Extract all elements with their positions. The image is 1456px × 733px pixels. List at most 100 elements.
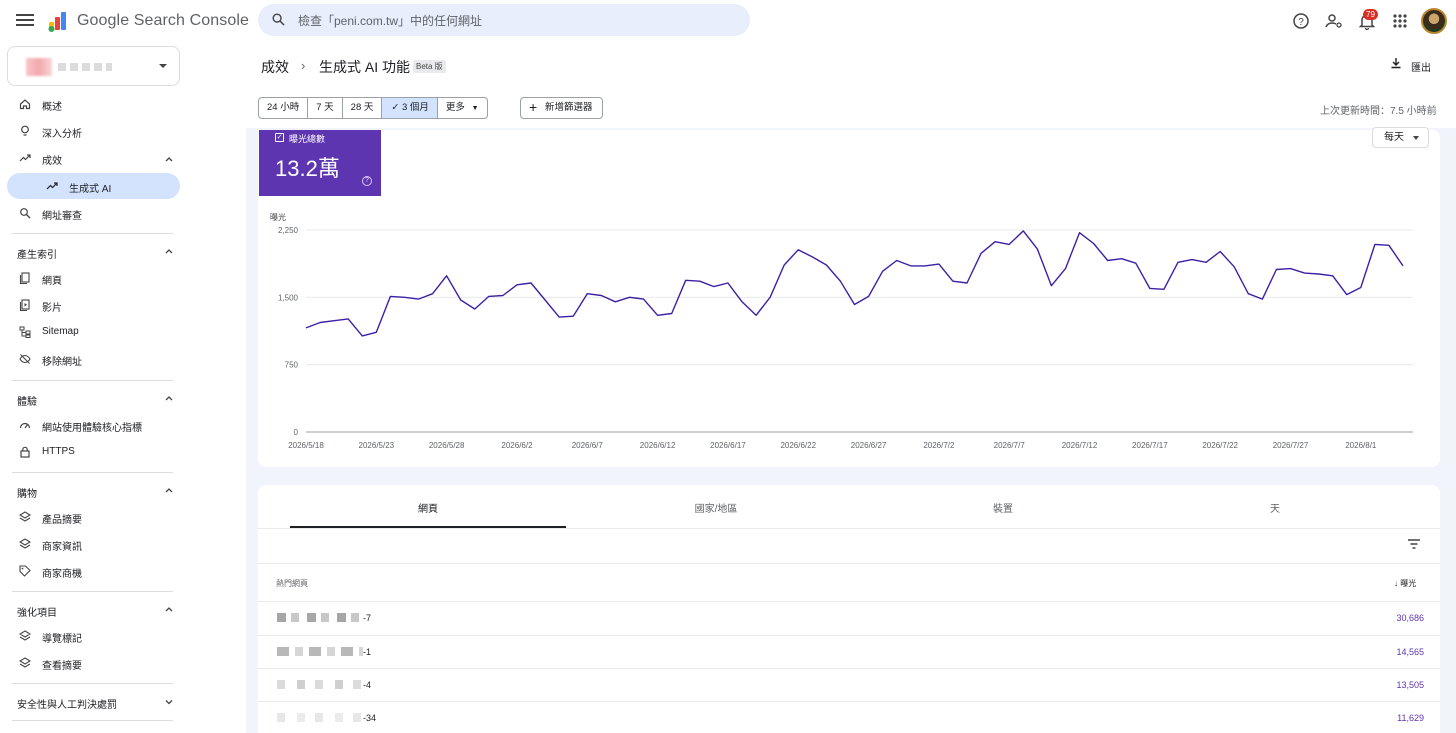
export-button[interactable]: 匯出 — [1411, 63, 1431, 74]
x-tick-label: 2026/5/18 — [288, 441, 324, 450]
column-header-impressions-label: 曝光 — [1400, 579, 1417, 588]
row-impressions: 30,686 — [1396, 613, 1424, 623]
section-header-experience[interactable]: 體驗 — [17, 397, 37, 408]
search-placeholder: 檢查「peni.com.tw」中的任何網址 — [298, 14, 483, 28]
x-tick-label: 2026/6/12 — [640, 441, 676, 450]
app-brand[interactable]: Google Search Console — [77, 12, 249, 29]
chevron-up-icon[interactable] — [165, 394, 173, 402]
sidebar-item-label: 移除網址 — [42, 357, 82, 368]
chevron-up-icon[interactable] — [165, 486, 173, 494]
breadcrumb-separator-icon: › — [301, 58, 306, 73]
tab-pages[interactable]: 網頁 — [418, 504, 438, 515]
table-divider — [258, 668, 1440, 669]
row-impressions: 11,629 — [1397, 713, 1424, 723]
main-menu-icon[interactable] — [16, 12, 34, 30]
y-tick-label: 750 — [285, 361, 299, 370]
tab-devices[interactable]: 裝置 — [993, 504, 1013, 515]
search-console-logo[interactable] — [47, 10, 69, 32]
sidebar-item-insights[interactable]: 深入分析 — [0, 118, 190, 144]
table-card — [258, 485, 1440, 733]
sidebar-item-url-inspection[interactable]: 網址審查 — [0, 200, 190, 226]
apps-grid-icon[interactable] — [1390, 11, 1410, 31]
y-tick-label: 1,500 — [278, 293, 299, 302]
y-tick-label: 2,250 — [278, 226, 299, 235]
section-header-enhancements[interactable]: 強化項目 — [17, 608, 57, 619]
property-selector[interactable] — [7, 46, 180, 86]
sidebar-item-video-pages[interactable]: 影片 — [0, 292, 190, 318]
chart-y-axis-title: 曝光 — [270, 213, 286, 222]
sidebar-item-breadcrumbs[interactable]: 導覽標記 — [0, 623, 190, 649]
account-avatar[interactable] — [1421, 8, 1447, 34]
breadcrumb-root[interactable]: 成效 — [261, 59, 289, 75]
row-url-suffix: -1 — [363, 647, 372, 657]
download-icon[interactable] — [1390, 57, 1402, 69]
manage-users-icon[interactable] — [1324, 11, 1344, 31]
sidebar-item-label: 產品摘要 — [42, 515, 82, 526]
x-tick-label: 2026/5/23 — [359, 441, 395, 450]
impressions-metric-tile[interactable]: ✓ 曝光總數 13.2萬 ? — [259, 130, 381, 196]
tab-countries[interactable]: 國家/地區 — [694, 504, 738, 515]
beta-badge: Beta 版 — [413, 60, 446, 73]
search-icon — [20, 208, 31, 219]
sidebar-item-label: 深入分析 — [42, 129, 82, 140]
help-icon[interactable]: ? — [362, 176, 372, 186]
sidebar-item-product-snippets[interactable]: 產品摘要 — [0, 504, 190, 530]
url-inspection-search[interactable]: 檢查「peni.com.tw」中的任何網址 — [258, 4, 750, 36]
redacted-url — [277, 713, 363, 722]
sidebar-item-https[interactable]: HTTPS — [0, 439, 190, 465]
y-tick-label: 0 — [294, 428, 299, 437]
chevron-up-icon[interactable] — [165, 155, 173, 163]
sidebar-item-removals[interactable]: 移除網址 — [0, 346, 190, 372]
layers-icon — [19, 511, 31, 522]
section-header-indexing[interactable]: 產生索引 — [17, 250, 57, 261]
range-28d-button[interactable]: 28 天 — [343, 98, 383, 118]
range-3m-button[interactable]: ✓ 3 個月 — [382, 98, 438, 118]
sidebar-item-merchant-listings[interactable]: 商家資訊 — [0, 531, 190, 557]
tab-days[interactable]: 天 — [1270, 504, 1280, 515]
chevron-down-icon[interactable] — [165, 698, 173, 706]
row-url-suffix: -7 — [363, 613, 372, 623]
x-tick-label: 2026/7/7 — [994, 441, 1026, 450]
x-tick-label: 2026/7/12 — [1062, 441, 1098, 450]
sidebar-item-shopping-opportunities[interactable]: 商家商機 — [0, 558, 190, 584]
sidebar-item-performance[interactable]: 成效 — [0, 145, 190, 171]
sidebar-item-label: 商家資訊 — [42, 542, 82, 553]
sidebar-item-label: 網站使用體驗核心指標 — [42, 423, 142, 434]
home-icon — [19, 99, 31, 110]
sidebar-item-pages[interactable]: 網頁 — [0, 265, 190, 291]
row-impressions: 14,565 — [1396, 647, 1424, 657]
checkbox-icon[interactable]: ✓ — [275, 133, 284, 142]
range-7d-button[interactable]: 7 天 — [308, 98, 343, 118]
column-header-top-pages[interactable]: 熱門網頁 — [276, 579, 308, 588]
sidebar-item-sitemap[interactable]: Sitemap — [0, 319, 190, 345]
impressions-line-chart: 0 750 1,500 2,250 2026/5/18 2026/5/23 2026/5/2… — [278, 226, 1413, 450]
lock-icon — [20, 446, 30, 458]
x-tick-label: 2026/8/1 — [1345, 441, 1377, 450]
chevron-up-icon[interactable] — [165, 247, 173, 255]
redacted-url — [277, 680, 363, 689]
filter-list-icon[interactable] — [1407, 538, 1421, 550]
column-header-impressions[interactable]: ↓ 曝光 — [1394, 578, 1416, 589]
last-update-text: 上次更新時間：7.5 小時前 — [1320, 106, 1437, 117]
add-filter-button[interactable]: 新增篩選器 — [520, 97, 603, 119]
section-header-shopping[interactable]: 購物 — [17, 489, 37, 500]
range-more-button[interactable]: 更多 ▼ — [438, 98, 487, 118]
x-tick-label: 2026/7/2 — [923, 441, 955, 450]
x-tick-label: 2026/6/22 — [780, 441, 816, 450]
sidebar-item-overview[interactable]: 概述 — [0, 91, 190, 117]
sitemap-icon — [19, 326, 31, 338]
sidebar — [0, 42, 190, 733]
sidebar-item-generative-ai[interactable]: 生成式 AI — [7, 173, 180, 199]
range-24h-button[interactable]: 24 小時 — [259, 98, 309, 118]
sidebar-item-core-web-vitals[interactable]: 網站使用體驗核心指標 — [0, 412, 190, 438]
help-icon[interactable]: ? — [1291, 11, 1311, 31]
tag-icon — [19, 565, 31, 577]
date-range-selector: 24 小時 7 天 28 天 ✓ 3 個月 更多 ▼ — [258, 97, 488, 119]
video-pages-icon — [19, 299, 30, 311]
sidebar-item-review-snippets[interactable]: 查看摘要 — [0, 650, 190, 676]
chevron-up-icon[interactable] — [165, 605, 173, 613]
property-name-redacted — [58, 63, 112, 71]
sidebar-item-label: 商家商機 — [42, 569, 82, 580]
granularity-dropdown[interactable]: 每天 — [1372, 127, 1429, 148]
section-header-security[interactable]: 安全性與人工判決處罰 — [17, 700, 117, 711]
